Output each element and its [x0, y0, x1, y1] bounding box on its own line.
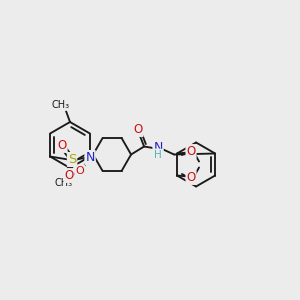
- Text: N: N: [85, 151, 95, 164]
- Text: O: O: [186, 171, 196, 184]
- Text: CH₃: CH₃: [52, 100, 70, 110]
- Text: O: O: [58, 139, 67, 152]
- Text: O: O: [134, 123, 143, 136]
- Text: N: N: [153, 141, 163, 154]
- Text: O: O: [64, 169, 74, 182]
- Text: H: H: [154, 149, 162, 160]
- Text: S: S: [68, 153, 76, 166]
- Text: CH₃: CH₃: [55, 178, 73, 188]
- Text: O: O: [186, 145, 196, 158]
- Text: O: O: [76, 166, 84, 176]
